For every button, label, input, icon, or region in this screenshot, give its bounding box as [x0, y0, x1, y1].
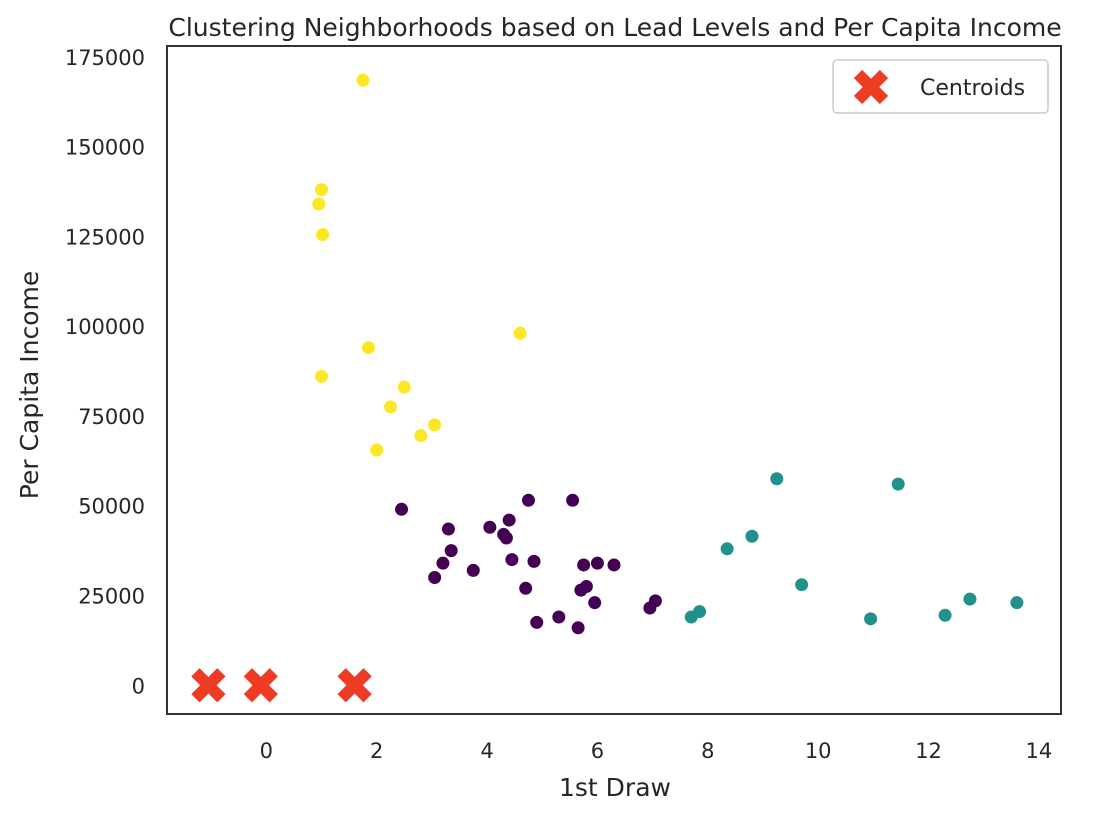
- cluster-0-point: [579, 580, 593, 594]
- y-tick-label: 150000: [65, 136, 145, 160]
- cluster-0-point: [499, 531, 513, 545]
- cluster-2-point: [316, 228, 330, 242]
- x-tick-label: 2: [370, 739, 383, 763]
- legend-centroid-marker: [853, 69, 889, 105]
- x-tick-label: 6: [591, 739, 604, 763]
- cluster-2-point: [356, 73, 370, 87]
- centroid-marker: [243, 668, 278, 703]
- cluster-0-point: [607, 558, 621, 572]
- x-tick-label: 8: [701, 739, 714, 763]
- cluster-2-point: [370, 443, 384, 457]
- centroid-marker: [337, 668, 372, 703]
- x-tick-label: 12: [915, 739, 942, 763]
- cluster-1-point: [1010, 596, 1024, 610]
- cluster-0-point: [521, 493, 535, 507]
- y-axis-label: Per Capita Income: [15, 271, 44, 499]
- cluster-0-point: [530, 615, 544, 629]
- legend-label-centroids: Centroids: [920, 76, 1025, 101]
- cluster-2-point: [361, 341, 375, 355]
- cluster-2-point: [312, 197, 326, 211]
- cluster-0-point: [436, 556, 450, 570]
- centroid-marker: [191, 668, 226, 703]
- x-tick-label: 10: [805, 739, 832, 763]
- cluster-0-point: [505, 553, 519, 567]
- legend-box: [832, 59, 1049, 114]
- cluster-1-point: [864, 612, 878, 626]
- cluster-0-point: [577, 558, 591, 572]
- cluster-0-point: [648, 594, 662, 608]
- cluster-0-point: [502, 513, 516, 527]
- cluster-2-point: [315, 183, 329, 197]
- cluster-0-point: [444, 544, 458, 558]
- cluster-1-point: [938, 608, 952, 622]
- legend-centroid-icon: [853, 69, 889, 105]
- cluster-0-point: [590, 556, 604, 570]
- y-tick-label: 0: [132, 674, 145, 698]
- cluster-2-point: [397, 380, 411, 394]
- cluster-1-point: [770, 472, 784, 486]
- cluster-0-point: [527, 554, 541, 568]
- cluster-1-point: [745, 529, 759, 543]
- y-tick-label: 50000: [78, 495, 145, 519]
- cluster-1-point: [693, 605, 707, 619]
- x-tick-label: 4: [480, 739, 493, 763]
- chart-title: Clustering Neighborhoods based on Lead L…: [168, 13, 1061, 42]
- y-axis-ticks: 0 25000 50000 75000 100000 125000 150000 175000: [65, 46, 145, 698]
- plot-frame: [166, 45, 1062, 715]
- cluster-0-point: [466, 563, 480, 577]
- data-layer: [191, 73, 1024, 703]
- cluster-0-point: [483, 520, 497, 534]
- cluster-1-point: [891, 477, 905, 491]
- cluster-0-point: [441, 522, 455, 536]
- cluster-0-point: [552, 610, 566, 624]
- cluster-2-point: [384, 400, 397, 414]
- x-tick-label: 0: [260, 739, 273, 763]
- cluster-0-point: [519, 581, 533, 595]
- y-tick-label: 125000: [65, 225, 145, 249]
- x-tick-label: 14: [1026, 739, 1053, 763]
- cluster-1-point: [963, 592, 977, 606]
- x-axis-label: 1st Draw: [559, 773, 671, 802]
- cluster-0-point: [566, 493, 580, 507]
- cluster-2-point: [315, 369, 329, 383]
- cluster-0-point: [571, 621, 585, 635]
- y-tick-label: 175000: [65, 46, 145, 70]
- cluster-2-point: [428, 418, 442, 432]
- y-tick-label: 25000: [78, 584, 145, 608]
- cluster-2-point: [513, 326, 527, 340]
- cluster-1-point: [720, 542, 734, 556]
- x-axis-ticks: 0 2 4 6 8 10 12 14: [260, 739, 1053, 763]
- y-tick-label: 100000: [65, 315, 145, 339]
- cluster-2-point: [414, 429, 428, 443]
- cluster-0-point: [395, 502, 409, 516]
- cluster-0-point: [428, 571, 442, 585]
- legend: Centroids: [832, 59, 1049, 114]
- cluster-1-point: [795, 578, 809, 592]
- cluster-0-point: [588, 596, 602, 610]
- y-tick-label: 75000: [78, 405, 145, 429]
